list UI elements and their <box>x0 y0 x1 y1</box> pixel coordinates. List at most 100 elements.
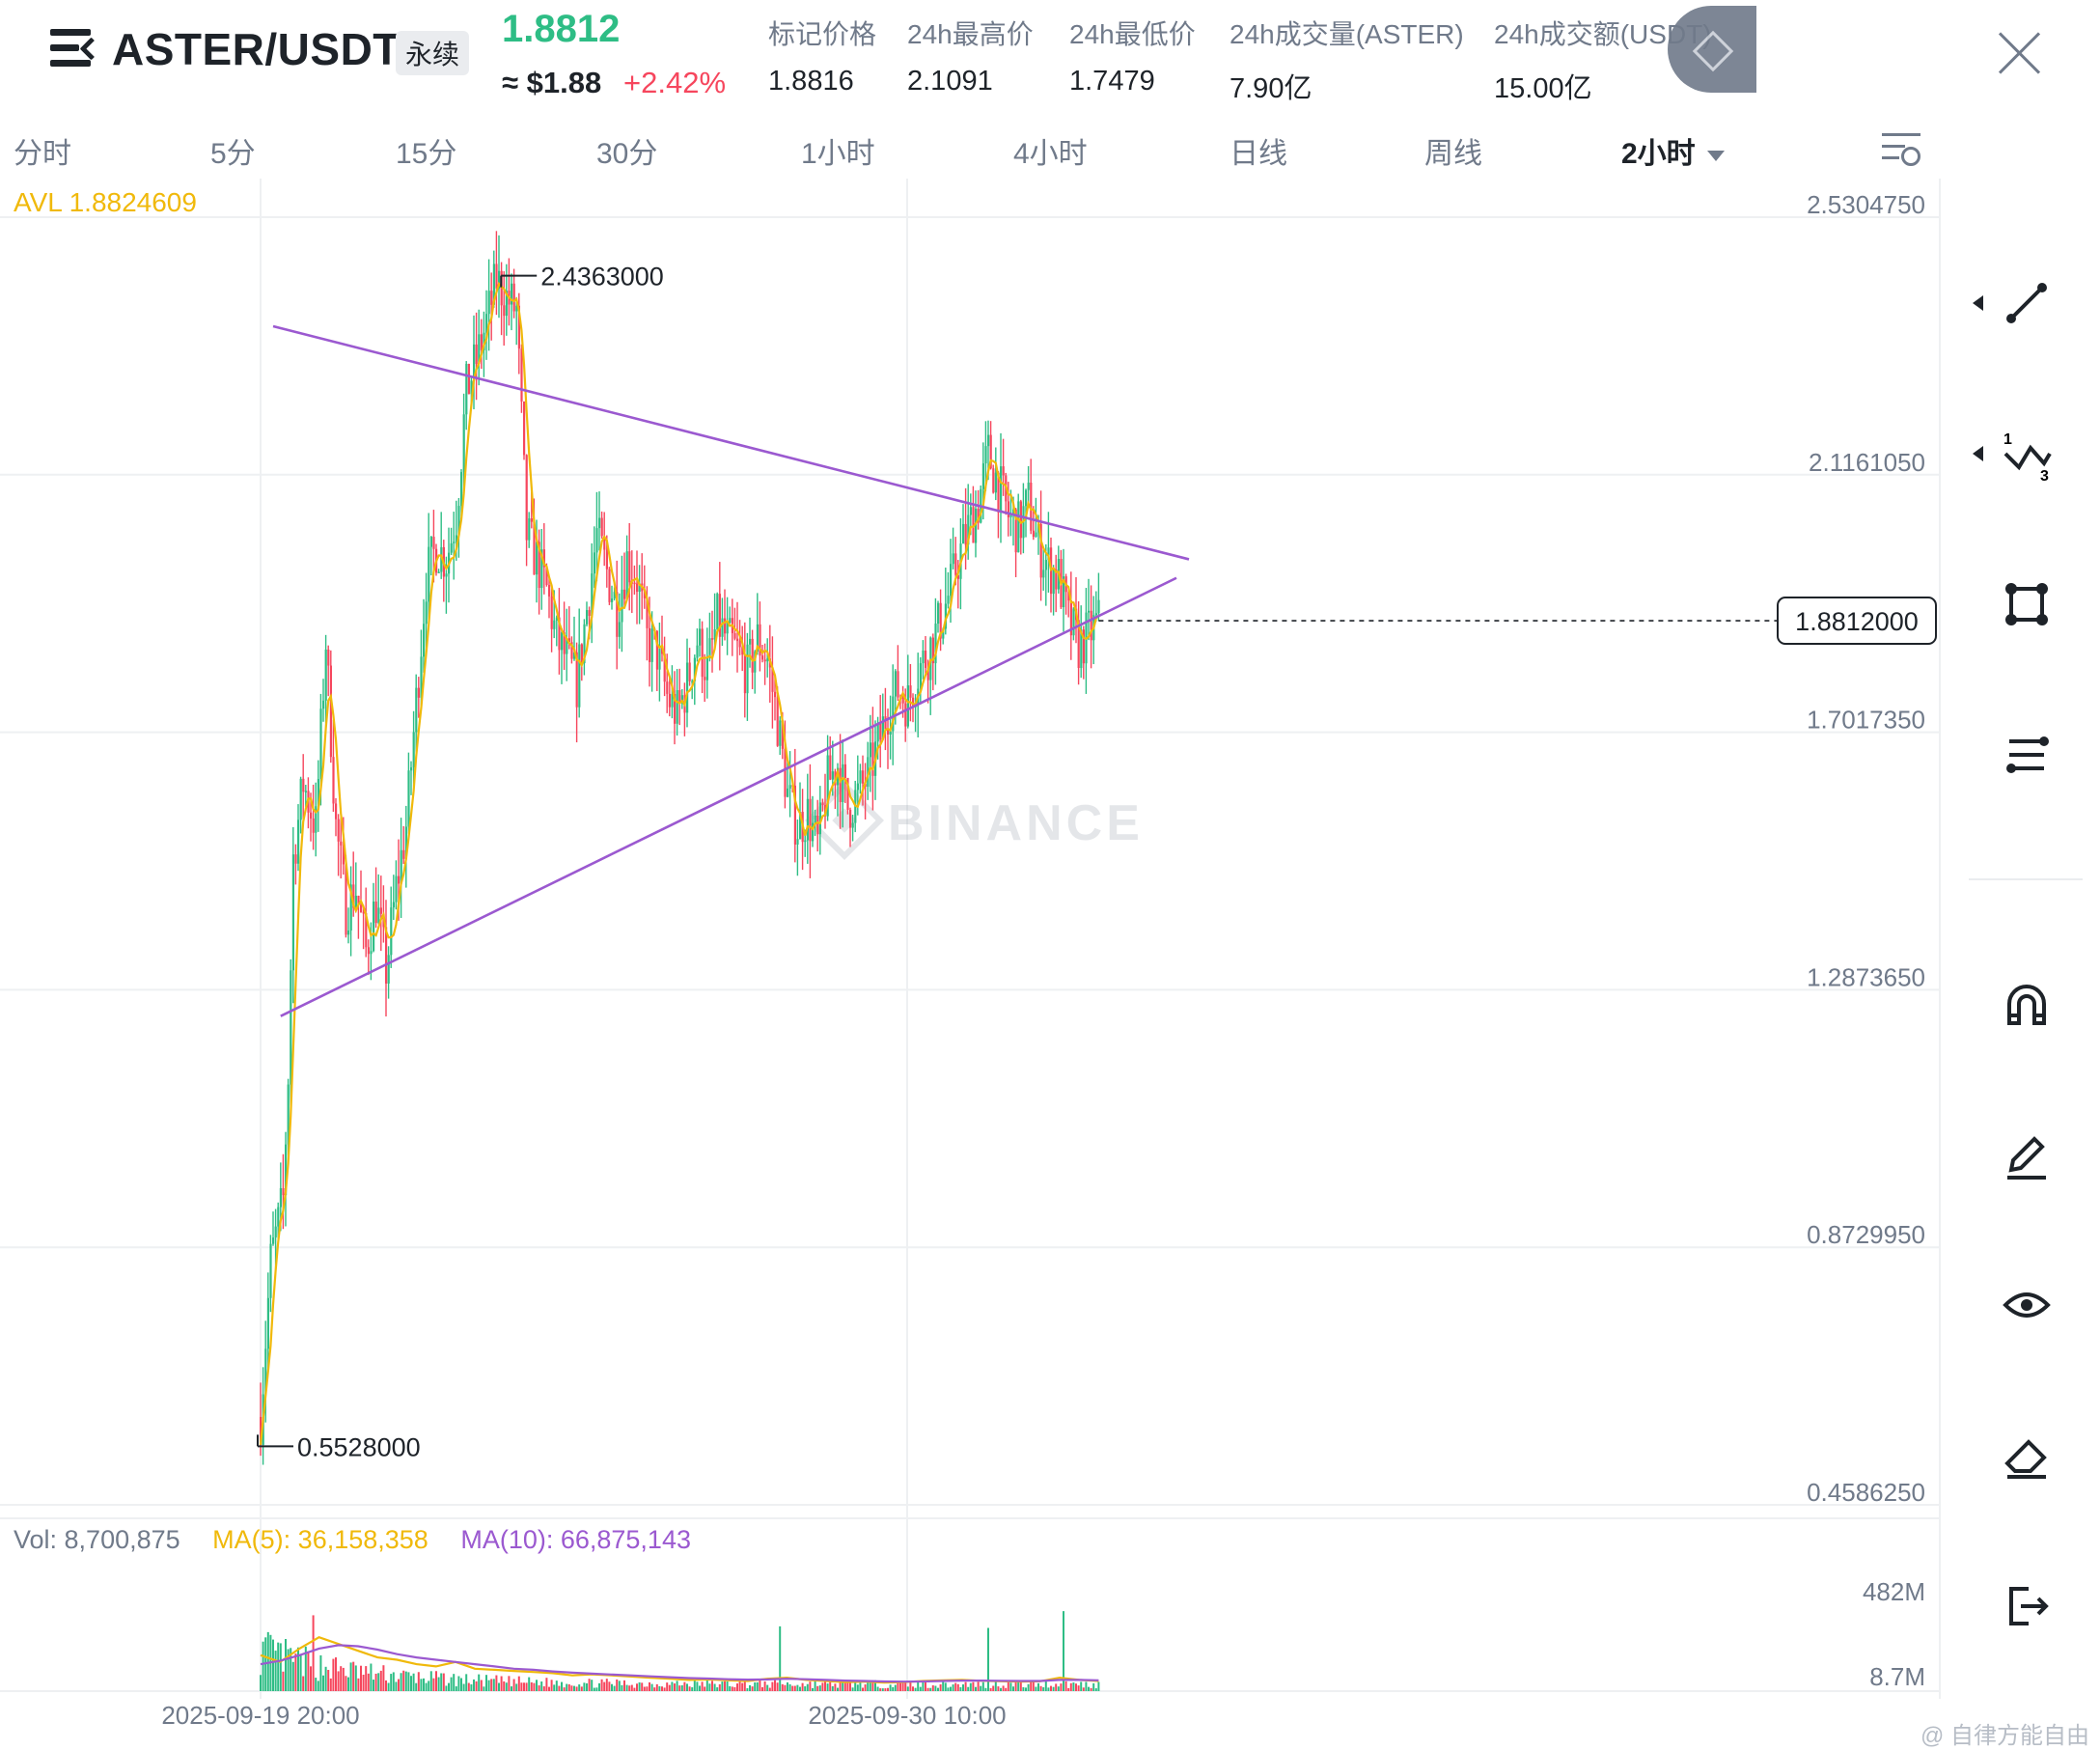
candle-up <box>498 270 501 289</box>
stat-mark-price: 标记价格 1.8816 <box>768 14 876 97</box>
volume-bar <box>410 1676 412 1691</box>
tab-timeframe[interactable]: 30分 <box>596 138 658 170</box>
candle-up <box>705 656 708 681</box>
candle-down <box>260 1416 262 1445</box>
volume-bar <box>751 1686 754 1691</box>
volume-bar <box>843 1681 846 1691</box>
candle-up <box>420 656 423 698</box>
candle-up <box>892 696 895 732</box>
y-axis: 2.5304750 2.1161050 1.7017350 1.2873650 0.87… <box>1807 190 1925 1507</box>
candle-up <box>749 638 752 645</box>
candle-down <box>1055 569 1058 590</box>
candle-down <box>871 742 874 776</box>
volume-bar <box>851 1687 854 1691</box>
candle-down <box>1019 501 1022 539</box>
floating-binance-button[interactable] <box>1668 6 1756 93</box>
volume-bar <box>1044 1681 1047 1691</box>
candle-up <box>412 732 415 768</box>
candle-down <box>989 434 992 469</box>
volume-bar <box>708 1683 711 1691</box>
pair-title[interactable]: ASTER/USDT <box>112 24 401 74</box>
indicator-tool[interactable] <box>1998 726 2056 784</box>
volume-bar <box>1055 1683 1058 1691</box>
volume-bar <box>274 1651 277 1691</box>
volume-bar <box>515 1683 518 1691</box>
volume-bar <box>505 1682 508 1691</box>
stat-label: 24h成交量(ASTER) <box>1230 19 1464 49</box>
volume-bar <box>967 1686 970 1691</box>
volume-ma5-line <box>260 1635 1099 1684</box>
candle-up <box>445 573 448 577</box>
candle-up <box>894 671 897 697</box>
candle-up <box>573 652 576 659</box>
volume-bar <box>754 1681 757 1691</box>
chart-settings-icon[interactable] <box>1882 131 1920 166</box>
volume-bar <box>649 1681 650 1691</box>
exit-tool[interactable] <box>1998 1577 2056 1635</box>
eraser-tool[interactable] <box>1998 1427 2056 1485</box>
candle-down <box>538 542 540 589</box>
volume-bar <box>1090 1687 1092 1691</box>
volume-bar <box>1082 1687 1085 1691</box>
candle-down <box>784 748 787 797</box>
candle-down <box>846 777 849 810</box>
tab-timeframe-active[interactable]: 2小时 <box>1621 129 1725 172</box>
pencil-tool[interactable] <box>1998 1127 2056 1185</box>
volume-bar <box>407 1672 410 1691</box>
magnet-tool[interactable] <box>1998 977 2056 1035</box>
volume-bar <box>925 1681 926 1691</box>
volume-bar <box>1022 1686 1025 1691</box>
trendline-tool[interactable] <box>1973 274 2056 332</box>
last-price: 1.8812 <box>502 8 621 50</box>
tab-timeframe[interactable]: 1小时 <box>801 138 875 170</box>
candle-up <box>625 551 628 599</box>
volume-bar <box>312 1615 315 1691</box>
tab-timeframe[interactable]: 日线 <box>1230 138 1287 170</box>
candle-down <box>718 594 721 637</box>
candle-down <box>931 637 934 664</box>
volume-bar <box>977 1681 980 1691</box>
volume-bar <box>319 1654 322 1691</box>
volume-bar <box>926 1687 929 1691</box>
shape-tool[interactable] <box>1998 575 2056 633</box>
y-tick-label: 0.8729950 <box>1807 1220 1925 1249</box>
candle-up <box>876 723 879 742</box>
candle-down <box>774 691 777 698</box>
expand-arrow-icon[interactable] <box>1973 446 1983 461</box>
volume-bar <box>570 1685 573 1691</box>
volume-bar <box>317 1681 319 1691</box>
candle-up <box>713 629 716 640</box>
volume-bar <box>536 1680 538 1691</box>
volume-bar <box>467 1682 470 1691</box>
tab-timeframe[interactable]: 周线 <box>1424 138 1482 170</box>
candle-up <box>716 594 719 630</box>
volume-legend: Vol: 8,700,875 MA(5): 36,158,358 MA(10):… <box>14 1525 716 1555</box>
volume-bar <box>357 1678 360 1691</box>
candle-down <box>525 455 528 541</box>
tab-timeframe[interactable]: 5分 <box>210 138 256 170</box>
volume-bar <box>425 1682 428 1691</box>
tab-timeframe[interactable]: 4小时 <box>1013 138 1088 170</box>
tab-timeframe[interactable]: 分时 <box>14 138 71 170</box>
price-annotations: 2.4363000 0.5528000 <box>257 263 664 1461</box>
volume-bar <box>440 1673 443 1691</box>
volume-bar <box>294 1653 297 1691</box>
candle-up <box>1047 547 1050 561</box>
expand-arrow-icon[interactable] <box>1973 295 1983 311</box>
candle-down <box>839 767 842 802</box>
tab-timeframe[interactable]: 15分 <box>396 138 457 170</box>
visibility-tool[interactable] <box>1998 1276 2056 1334</box>
volume-bar <box>812 1687 814 1691</box>
candle-down <box>939 602 942 639</box>
volume-bar <box>1067 1687 1070 1691</box>
volume-bar <box>583 1682 586 1691</box>
candle-down <box>843 764 846 778</box>
candle-down <box>1002 466 1005 476</box>
volume-bar <box>788 1683 791 1691</box>
volume-bar <box>621 1684 623 1691</box>
volume-moving-averages <box>260 1635 1099 1684</box>
menu-icon[interactable] <box>50 29 103 68</box>
volume-bar <box>829 1681 832 1691</box>
